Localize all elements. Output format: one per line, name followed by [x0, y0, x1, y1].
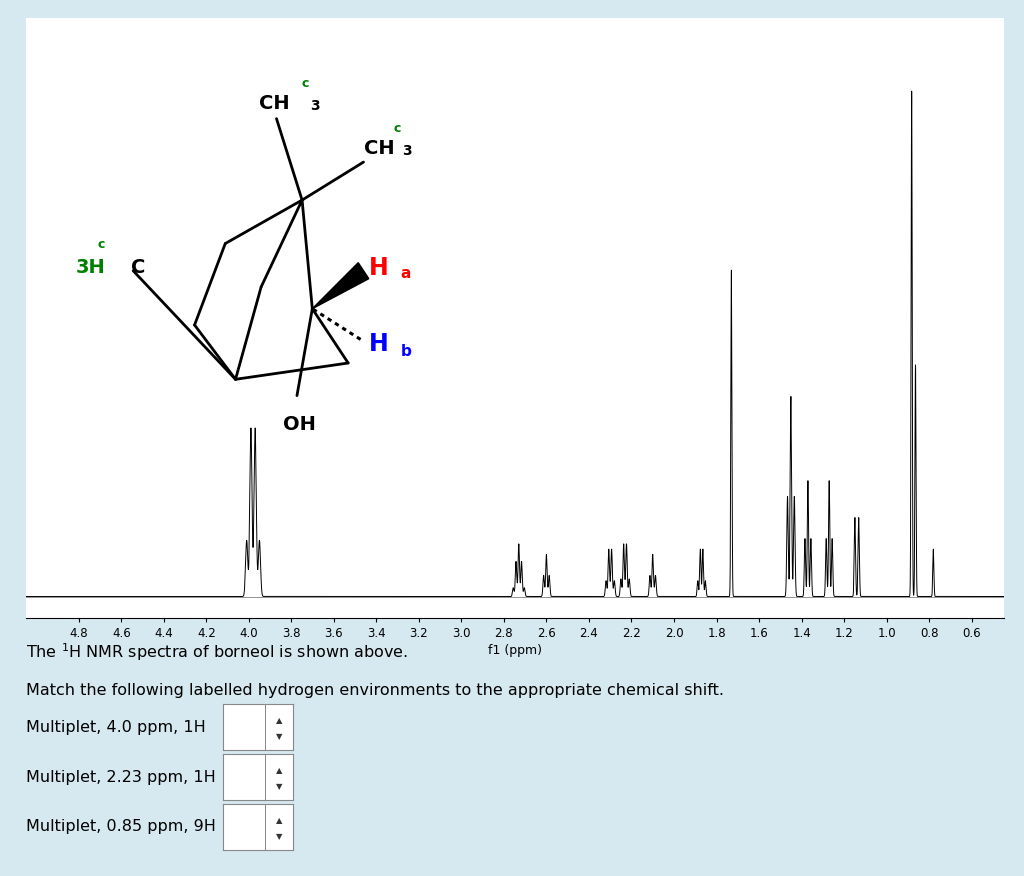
Text: c: c: [301, 77, 308, 90]
Text: OH: OH: [283, 414, 316, 434]
Text: Multiplet, 2.23 ppm, 1H: Multiplet, 2.23 ppm, 1H: [26, 769, 215, 785]
X-axis label: f1 (ppm): f1 (ppm): [487, 644, 542, 657]
Text: ▼: ▼: [275, 731, 283, 741]
Text: 3H: 3H: [75, 258, 104, 278]
Text: 3: 3: [402, 144, 412, 158]
Text: ▲: ▲: [275, 816, 283, 824]
Text: H: H: [369, 332, 388, 356]
Text: Multiplet, 0.85 ppm, 9H: Multiplet, 0.85 ppm, 9H: [26, 819, 215, 835]
Text: Multiplet, 4.0 ppm, 1H: Multiplet, 4.0 ppm, 1H: [26, 719, 206, 735]
Text: a: a: [400, 266, 411, 281]
Text: ▲: ▲: [275, 766, 283, 774]
Text: C: C: [131, 258, 145, 278]
Text: b: b: [400, 343, 412, 358]
Text: CH: CH: [259, 95, 289, 113]
Text: H: H: [369, 256, 388, 280]
Polygon shape: [312, 263, 369, 308]
Text: Match the following labelled hydrogen environments to the appropriate chemical s: Match the following labelled hydrogen en…: [26, 683, 724, 698]
Text: c: c: [393, 122, 400, 135]
Text: 3: 3: [309, 99, 319, 113]
Text: The $\mathregular{^1}$H NMR spectra of borneol is shown above.: The $\mathregular{^1}$H NMR spectra of b…: [26, 641, 408, 663]
Text: CH: CH: [364, 138, 394, 158]
Text: ▼: ▼: [275, 781, 283, 791]
Text: ▲: ▲: [275, 716, 283, 724]
Text: c: c: [97, 238, 104, 251]
Text: ▼: ▼: [275, 831, 283, 841]
